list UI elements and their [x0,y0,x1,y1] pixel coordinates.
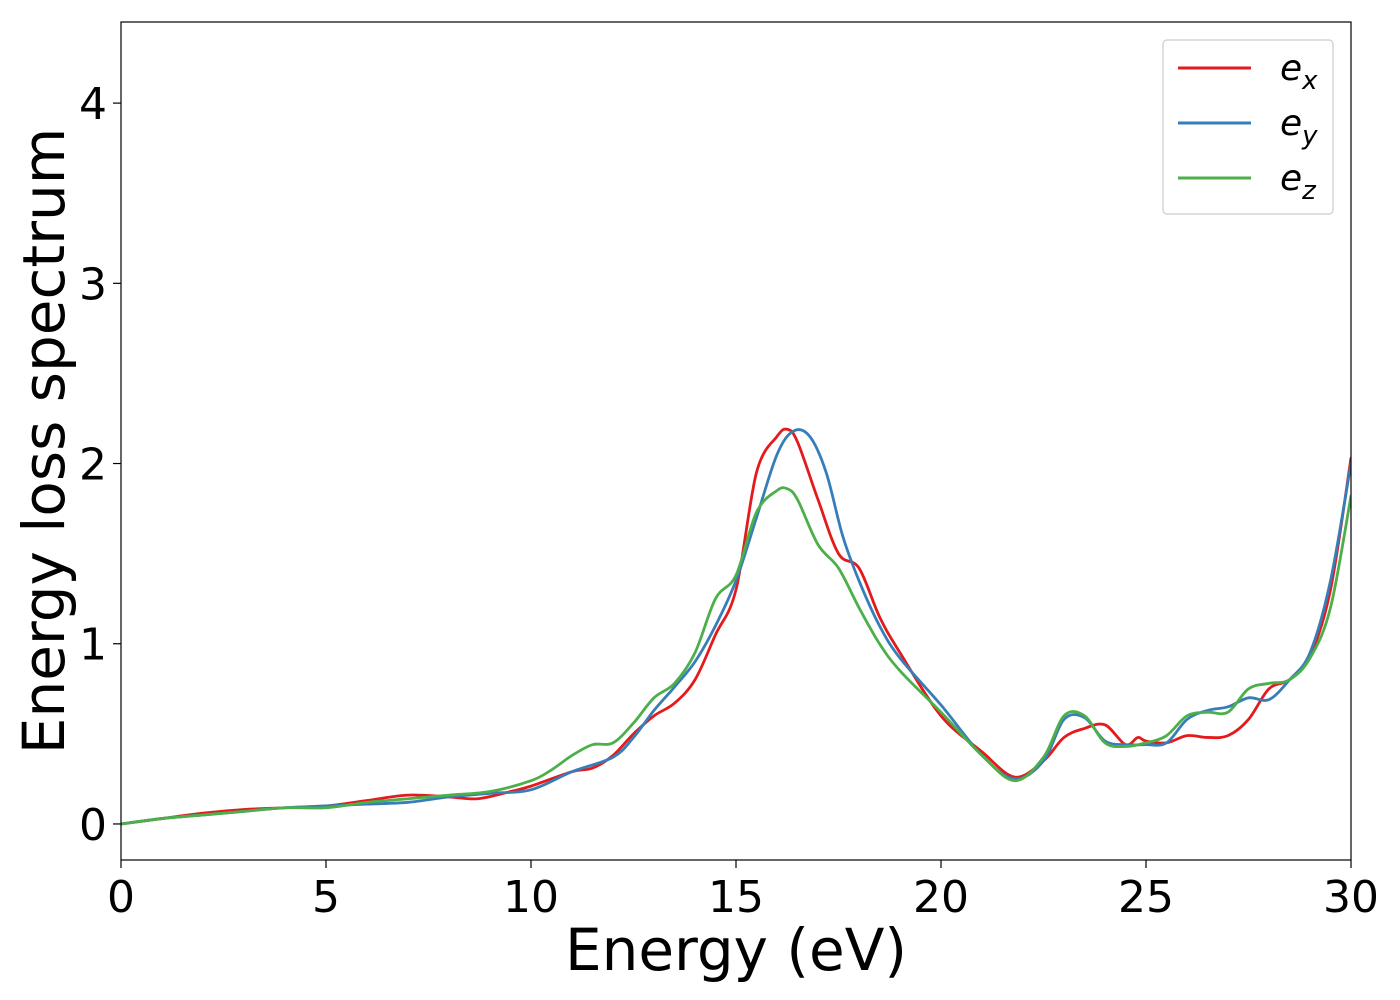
y-axis-label: Energy loss spectrum [10,128,78,754]
series-line-z [121,486,1351,826]
y-tick-label: 1 [79,620,107,671]
x-tick-label: 20 [913,872,969,923]
legend-label-x: ex [1280,48,1318,96]
series-layer [121,427,1351,826]
y-tick-label: 4 [79,79,107,130]
x-axis: 0 5 10 15 20 25 30 [107,860,1379,923]
y-tick-label: 0 [79,800,107,851]
x-tick-label: 0 [107,872,135,923]
y-tick-label: 3 [79,259,107,310]
x-tick-label: 5 [312,872,340,923]
x-tick-label: 30 [1323,872,1379,923]
y-tick-label: 2 [79,440,107,491]
x-axis-label: Energy (eV) [565,916,907,984]
legend-box [1162,39,1334,215]
x-tick-label: 25 [1118,872,1174,923]
series-line-x [121,427,1351,826]
x-tick-label: 15 [708,872,764,923]
x-tick-label: 10 [503,872,559,923]
legend: ex ey ez [1162,39,1334,215]
y-axis: 0 1 2 3 4 [79,79,121,851]
legend-label-z: ez [1280,158,1317,206]
legend-label-y: ey [1280,103,1318,151]
